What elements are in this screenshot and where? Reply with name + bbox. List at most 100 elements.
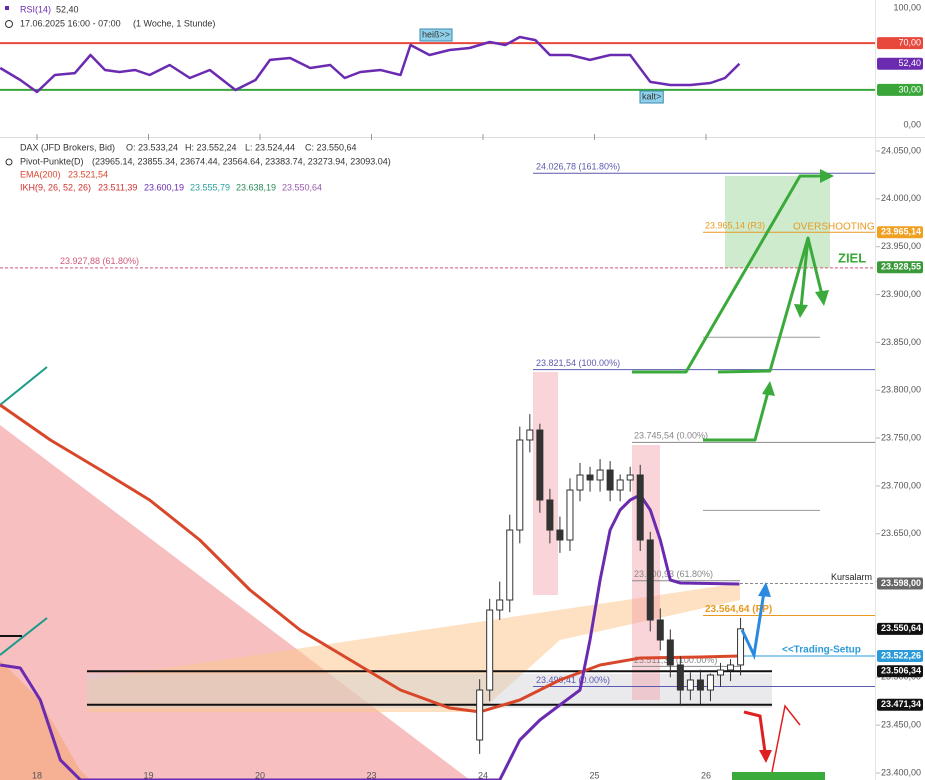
candle-body — [636, 474, 644, 541]
price-badge — [877, 622, 923, 635]
price-badge — [877, 650, 923, 663]
y-tick-label: 23.400,00 — [881, 767, 921, 777]
arrow-path — [717, 236, 824, 374]
y-tick-label: 23.900,00 — [881, 289, 921, 299]
y-tick-label: 24.000,00 — [881, 193, 921, 203]
level-label: 23.511,39 (100.00%) — [634, 655, 717, 665]
ikh-value: 23.638,19 — [236, 182, 276, 192]
trend-line — [0, 366, 48, 406]
ema-value: 23.521,54 — [68, 169, 108, 179]
annotation-label: kalt> — [642, 91, 661, 101]
ohlc: C: 23.550,64 — [305, 142, 357, 152]
candle-body — [596, 469, 604, 481]
ikh-value: 23.600,19 — [144, 182, 184, 192]
candle-body — [696, 679, 704, 691]
annotation: OVERSHOOTING — [793, 222, 875, 233]
candle-body — [566, 489, 574, 541]
arrowhead — [820, 169, 834, 183]
y-tick-label: 23.450,00 — [881, 720, 921, 730]
candle-body — [516, 439, 524, 531]
ikh-value: 23.555,79 — [190, 182, 230, 192]
level-badge-label: 70,00 — [898, 37, 921, 47]
x-tick-label: 19 — [143, 770, 153, 780]
value-badge — [877, 57, 923, 70]
pivot-values: (23965.14, 23855.34, 23674.44, 23564.64,… — [92, 156, 391, 166]
period: (1 Woche, 1 Stunde) — [133, 18, 215, 28]
trend-line — [0, 617, 48, 656]
pivot-icon — [5, 158, 13, 166]
red-arrow — [743, 710, 767, 753]
x-tick-label: 23 — [366, 770, 376, 780]
ema-label: EMA(200) — [20, 169, 61, 179]
level-badge-label: 30,00 — [898, 84, 921, 94]
arrowhead — [758, 582, 771, 597]
level-badge — [877, 83, 923, 96]
y-tick-label: 23.700,00 — [881, 480, 921, 490]
level-label: 23.821,54 (100.00%) — [536, 358, 620, 368]
price-badge — [877, 226, 923, 239]
candle-body — [616, 479, 624, 491]
candle-body — [496, 599, 504, 611]
range-box — [87, 674, 772, 708]
level-label: Kursalarm — [831, 572, 872, 582]
arrow-path — [632, 174, 824, 374]
level-label: 23.490,41 (0.00%) — [536, 675, 610, 685]
candle-body — [536, 429, 544, 501]
y-tick-label: 23.650,00 — [881, 528, 921, 538]
candle-body — [486, 609, 494, 691]
legend-label: RSI(14) — [20, 4, 51, 14]
price-badge-label: 23.598,00 — [881, 578, 921, 588]
candle-body — [646, 539, 654, 621]
date-range: 17.06.2025 16:00 - 07:00 — [20, 18, 121, 28]
price-badge — [877, 698, 923, 711]
ohlc: O: 23.533,24 — [126, 142, 178, 152]
rsi-line — [0, 35, 741, 94]
arrows — [632, 169, 834, 780]
shaded-area — [0, 660, 90, 780]
price-badge-label: 23.550,64 — [881, 623, 921, 633]
annotation: kalt> — [639, 90, 664, 104]
annotation-label: heiß>> — [422, 29, 450, 39]
candle-body — [586, 474, 594, 481]
x-tick-label: 20 — [255, 770, 265, 780]
ohlc: L: 23.524,44 — [245, 142, 295, 152]
price-badge — [877, 665, 923, 678]
ohlc: H: 23.552,24 — [185, 142, 237, 152]
arrowhead — [759, 750, 772, 763]
candle-body — [506, 529, 514, 601]
candle-body — [476, 689, 484, 741]
candle-body — [706, 674, 714, 691]
candle-body — [686, 679, 694, 691]
candle-body — [666, 639, 674, 666]
level-badge — [877, 37, 923, 50]
price-badge-label: 23.506,34 — [881, 666, 921, 676]
price-badge — [877, 261, 923, 274]
annotation: heiß>> — [419, 28, 453, 42]
pivot-label: Pivot-Punkte(D) — [20, 156, 84, 166]
red-path — [771, 704, 801, 773]
candle-body — [727, 664, 735, 671]
x-tick-label: 25 — [589, 770, 599, 780]
annotation-box — [639, 90, 664, 104]
y-tick-label: 23.850,00 — [881, 337, 921, 347]
candle-body — [676, 664, 684, 691]
candle-body — [576, 474, 584, 491]
arrowhead — [762, 381, 775, 396]
x-tick-label: 26 — [701, 770, 711, 780]
arrowhead — [794, 304, 808, 318]
ikh-label: IKH(9, 26, 52, 26) — [20, 182, 91, 192]
annotation: ZIEL — [838, 250, 866, 265]
price-badge-label: 23.471,34 — [881, 699, 921, 709]
y-tick-label: 23.750,00 — [881, 432, 921, 442]
candle-body — [716, 669, 724, 676]
ikh-line — [0, 493, 740, 780]
target-bar — [732, 772, 825, 780]
price-badge-label: 23.522,26 — [881, 650, 921, 660]
candle-body — [737, 628, 745, 666]
level-label: <<Trading-Setup — [782, 645, 861, 656]
level-label: 23.600,93 (61.80%) — [634, 569, 713, 579]
level-label: 24.026,78 (161.80%) — [536, 162, 620, 172]
level-label: 23.965,14 (R3) — [705, 221, 765, 231]
annotation-box — [419, 28, 453, 42]
